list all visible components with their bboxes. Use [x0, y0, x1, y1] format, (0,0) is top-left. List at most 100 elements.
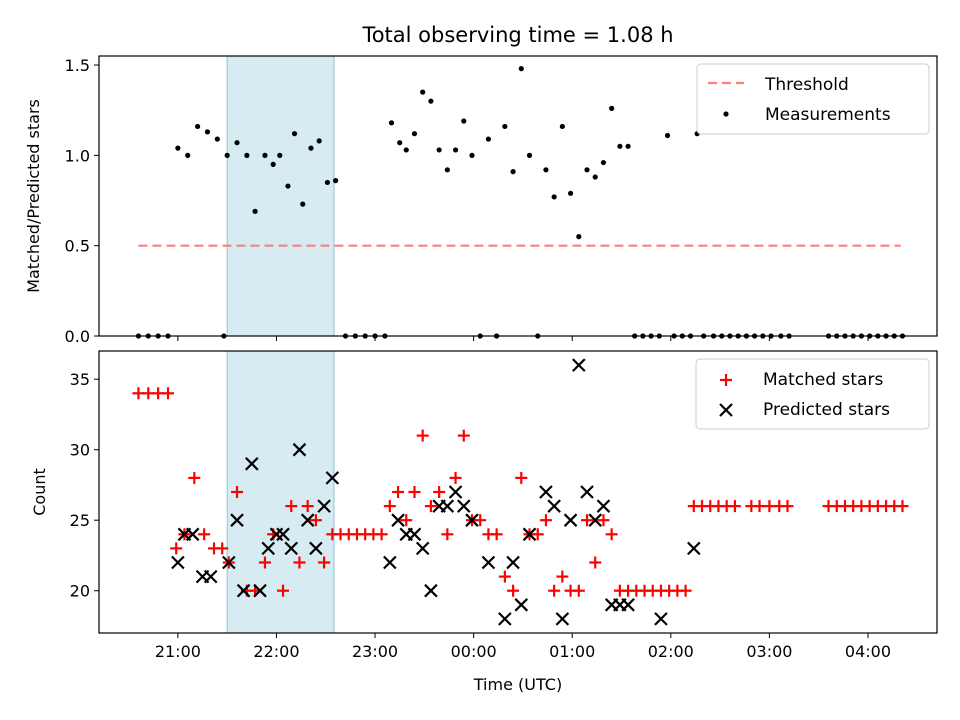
matched-star-point: [896, 500, 909, 513]
measurement-point: [234, 140, 240, 146]
x-tick-label: 21:00: [155, 642, 201, 661]
top-y-tick-label: 1.0: [65, 146, 90, 165]
measurement-point: [436, 147, 442, 153]
predicted-star-point: [261, 541, 276, 556]
predicted-star-stroke-b: [465, 513, 479, 527]
measurements-legend-label: Measurements: [765, 105, 891, 125]
matched-star-point: [449, 471, 462, 484]
measurement-point: [469, 152, 475, 158]
x-tick-label: 23:00: [352, 642, 398, 661]
predicted-star-stroke-b: [261, 541, 276, 556]
measurement-point: [316, 138, 322, 144]
predicted-star-stroke-b: [539, 485, 553, 499]
predicted-star-stroke-b: [171, 555, 185, 570]
bottom-legend: Matched stars Predicted stars: [695, 358, 930, 430]
predicted-star-point: [171, 555, 185, 570]
measurement-point: [526, 152, 533, 158]
matched-star-point: [416, 429, 429, 442]
measurement-point: [224, 152, 230, 158]
predicted-star-point: [391, 513, 405, 527]
matched-star-point: [490, 528, 503, 541]
matched-star-point: [457, 429, 470, 442]
matched-star-point: [679, 584, 692, 597]
measurement-point: [600, 159, 607, 166]
measurement-point: [333, 178, 339, 184]
predicted-star-stroke-b: [547, 499, 561, 513]
x-tick-label: 00:00: [451, 642, 497, 661]
predicted-star-stroke-b: [415, 541, 430, 556]
x-tick-label: 01:00: [549, 642, 595, 661]
predicted-star-point: [253, 583, 267, 598]
predicted-star-stroke-b: [391, 513, 405, 527]
predicted-star-point: [236, 583, 251, 598]
matched-star-point: [285, 500, 298, 513]
predicted-star-point: [325, 471, 340, 485]
predicted-star-point: [383, 555, 397, 570]
predicted-star-stroke-b: [407, 527, 422, 542]
predicted-star-point: [621, 598, 635, 612]
matched-star-point: [424, 500, 437, 513]
matched-star-point: [556, 570, 569, 583]
matched-star-point: [188, 471, 201, 484]
measurement-point: [420, 89, 426, 95]
measurement-point: [452, 147, 459, 153]
matched-star-point: [474, 514, 487, 527]
predicted-star-point: [230, 513, 244, 527]
predicted-star-stroke-b: [563, 513, 578, 527]
predicted-star-point: [498, 612, 512, 626]
x-tick-label: 04:00: [845, 642, 891, 661]
top-legend: Threshold Measurements: [696, 63, 930, 135]
measurement-point: [175, 145, 181, 151]
matched-star-point: [375, 528, 388, 541]
measurement-point: [291, 131, 298, 137]
predicted-star-stroke-b: [448, 485, 463, 499]
predicted-star-stroke-b: [245, 457, 259, 471]
predicted-star-point: [465, 513, 479, 527]
predicted-star-stroke-b: [440, 499, 455, 513]
matched-star-point: [531, 528, 544, 541]
predicted-star-stroke-b: [424, 583, 438, 598]
bottom-y-axis: 20 25 30 35: [70, 370, 99, 601]
measurement-point: [584, 167, 590, 173]
matched-star-point: [515, 471, 528, 484]
predicted-star-point: [555, 612, 570, 626]
measurement-point: [308, 145, 314, 151]
predicted-star-stroke-b: [185, 527, 200, 542]
predicted-star-point: [547, 499, 561, 513]
predicted-star-stroke-b: [572, 358, 586, 372]
bottom-plot-frame: [98, 350, 938, 634]
predicted-star-point: [522, 527, 537, 542]
matched-star-point: [231, 486, 244, 498]
predicted-star-point: [440, 499, 455, 513]
predicted-star-point: [448, 485, 463, 499]
matched-star-point: [400, 514, 413, 527]
matched-star-point: [277, 584, 290, 597]
predicted-star-point: [309, 541, 323, 556]
measurement-point: [300, 201, 306, 207]
measurement-point: [244, 152, 250, 158]
top-plot-frame: [98, 55, 938, 337]
measurement-point: [444, 167, 450, 173]
predicted-star-stroke-b: [383, 555, 397, 570]
measurement-point: [592, 174, 598, 180]
measurement-point: [397, 140, 403, 146]
top-observing-span: [226, 55, 335, 337]
measurement-point: [388, 120, 395, 126]
predicted-star-stroke-b: [456, 499, 471, 513]
measurement-point: [567, 190, 574, 196]
bottom-x-axis: 21:00 22:00 23:00 00:00 01:00 02:00 03:00 04:00: [155, 633, 891, 661]
top-panel: 0.0 0.5 1.0 1.5 Matched/Predicted stars Thr…: [24, 55, 938, 346]
measurements-legend-icon: [723, 111, 729, 117]
matched-star-point: [258, 556, 271, 569]
measurement-point: [411, 131, 418, 137]
predicted-stars-points: [171, 358, 701, 626]
predicted-star-stroke-b: [654, 612, 668, 626]
predicted-star-stroke-b: [522, 527, 537, 542]
measurement-point: [502, 123, 508, 130]
predicted-star-stroke-b: [687, 541, 701, 556]
predicted-star-point: [456, 499, 471, 513]
matched-star-point: [198, 528, 211, 541]
predicted-star-point: [539, 485, 553, 499]
top-y-axis-label: Matched/Predicted stars: [24, 99, 43, 293]
predicted-star-stroke-b: [253, 583, 267, 598]
